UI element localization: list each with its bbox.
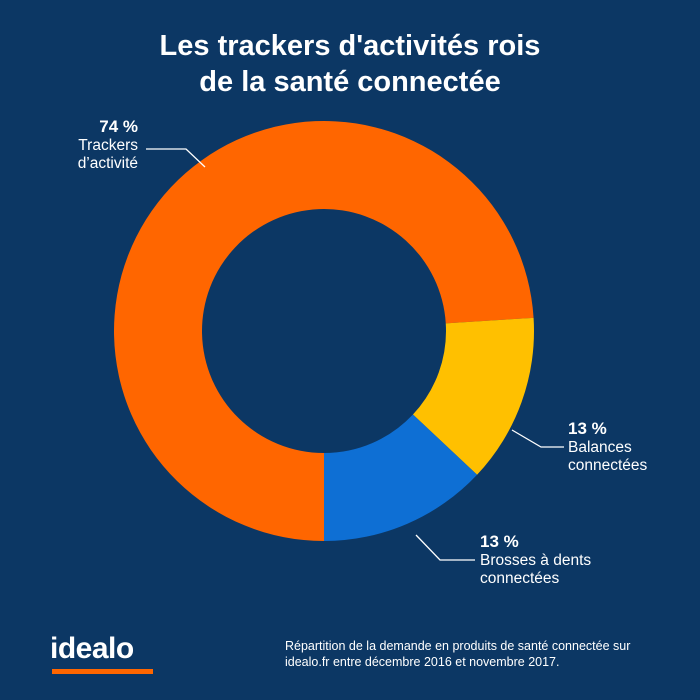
source-footnote: Répartition de la demande en produits de…	[285, 638, 685, 670]
slice-label-brosses: 13 % Brosses à dents connectées	[480, 531, 630, 588]
donut-slice-trackers	[114, 120, 534, 541]
donut-slice-balances	[412, 317, 535, 475]
chart-title-line-2: de la santé connectée	[199, 66, 501, 98]
chart-title: Les trackers d'activités rois de la sant…	[0, 28, 700, 100]
slice-value-trackers: 74 %	[99, 117, 138, 136]
idealo-logo-underline	[52, 669, 153, 674]
slice-label-trackers: 74 % Trackers d’activité	[40, 116, 138, 173]
slice-name-balances-line-1: Balances	[568, 439, 632, 456]
donut-slices	[114, 120, 535, 541]
slice-name-trackers-line-1: Trackers	[78, 137, 138, 154]
slice-name-brosses-line-1: Brosses à dents	[480, 552, 592, 569]
chart-title-line-1: Les trackers d'activités rois	[159, 30, 541, 62]
slice-name-balances-line-2: connectées	[568, 457, 648, 474]
footnote-line-1: Répartition de la demande en produits de…	[285, 639, 631, 653]
footnote-line-2: idealo.fr entre décembre 2016 et novembr…	[285, 655, 560, 669]
leader-line-brosses	[415, 534, 475, 561]
slice-name-brosses-line-2: connectées	[480, 570, 560, 587]
donut-slice-brosses	[324, 414, 478, 541]
leader-line-balances	[511, 429, 564, 448]
slice-name-trackers-line-2: d’activité	[77, 155, 138, 172]
slice-label-balances: 13 % Balances connectées	[568, 418, 678, 475]
leader-lines	[146, 148, 564, 561]
slice-value-balances: 13 %	[568, 419, 607, 438]
slice-value-brosses: 13 %	[480, 532, 519, 551]
leader-line-trackers	[146, 148, 206, 168]
idealo-logo: idealo	[50, 632, 134, 665]
